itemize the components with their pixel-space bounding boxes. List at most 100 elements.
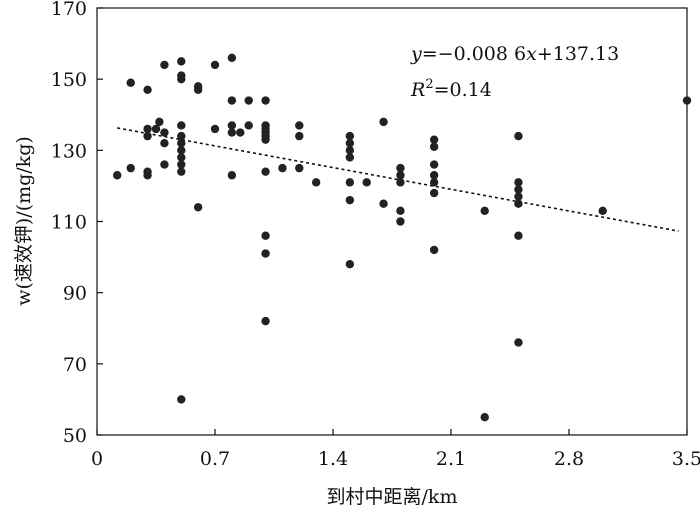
y-tick-label: 150 bbox=[51, 69, 87, 91]
data-point bbox=[362, 178, 371, 187]
data-point bbox=[429, 178, 439, 187]
data-point bbox=[177, 153, 186, 162]
data-point bbox=[429, 160, 439, 169]
data-point bbox=[379, 199, 388, 208]
x-tick-label: 0.7 bbox=[200, 448, 230, 470]
data-point bbox=[193, 203, 203, 212]
data-point bbox=[143, 124, 152, 134]
data-point bbox=[126, 78, 135, 87]
data-point bbox=[261, 167, 270, 176]
data-point bbox=[151, 124, 161, 134]
data-point bbox=[227, 171, 237, 180]
data-point bbox=[113, 171, 122, 180]
data-point bbox=[261, 135, 270, 144]
data-point bbox=[396, 163, 405, 173]
data-point bbox=[514, 231, 523, 240]
data-point bbox=[429, 245, 439, 255]
data-point bbox=[598, 206, 607, 216]
data-point bbox=[227, 128, 237, 137]
data-point bbox=[295, 121, 304, 130]
data-point bbox=[396, 178, 405, 187]
x-tick-label: 2.1 bbox=[436, 448, 466, 470]
data-point bbox=[261, 231, 270, 240]
r-squared: R2=0.14 bbox=[410, 77, 492, 101]
data-point bbox=[160, 60, 169, 70]
data-point bbox=[210, 60, 220, 70]
y-tick-label: 50 bbox=[63, 425, 87, 447]
data-point bbox=[429, 142, 439, 151]
data-point bbox=[126, 163, 135, 173]
data-point bbox=[177, 121, 186, 130]
data-point bbox=[177, 160, 186, 169]
plot-frame bbox=[96, 7, 688, 436]
data-point bbox=[429, 188, 439, 198]
data-point bbox=[160, 160, 169, 169]
data-point bbox=[244, 121, 253, 130]
x-tick-label: 2.8 bbox=[554, 448, 584, 470]
x-axis-title: 到村中距离/km bbox=[327, 486, 458, 508]
data-point bbox=[261, 316, 270, 326]
data-point bbox=[379, 117, 388, 127]
x-tick-label: 1.4 bbox=[318, 448, 348, 470]
data-point bbox=[345, 131, 355, 141]
data-point bbox=[429, 135, 439, 144]
y-tick-label: 110 bbox=[51, 212, 87, 234]
data-point bbox=[143, 171, 152, 180]
data-point bbox=[244, 96, 253, 105]
regression-equation: y=−0.008 6x+137.13 bbox=[410, 43, 619, 65]
y-axis-title: w(速效钾)/(mg/kg) bbox=[13, 136, 35, 306]
y-tick-label: 170 bbox=[51, 0, 87, 20]
data-point bbox=[514, 185, 523, 194]
data-point bbox=[345, 178, 355, 187]
data-point bbox=[682, 96, 692, 105]
data-point bbox=[236, 128, 245, 137]
data-point bbox=[143, 131, 152, 141]
data-point bbox=[480, 206, 489, 216]
data-point bbox=[177, 57, 186, 66]
data-point bbox=[345, 139, 355, 148]
data-point bbox=[514, 131, 523, 141]
data-point bbox=[210, 124, 220, 134]
data-point bbox=[143, 85, 152, 95]
data-point bbox=[295, 163, 304, 173]
data-point bbox=[227, 53, 237, 63]
data-point bbox=[514, 338, 523, 347]
data-points bbox=[113, 53, 692, 422]
data-point bbox=[261, 249, 270, 258]
trendline-group bbox=[117, 127, 679, 232]
data-point bbox=[514, 178, 523, 187]
data-point bbox=[177, 74, 186, 84]
data-point bbox=[177, 131, 186, 141]
data-point bbox=[429, 171, 439, 180]
data-point bbox=[311, 178, 321, 187]
data-point bbox=[480, 413, 489, 422]
data-point bbox=[345, 195, 355, 205]
data-point bbox=[177, 395, 186, 404]
data-point bbox=[155, 117, 164, 127]
data-point bbox=[261, 96, 270, 105]
data-point bbox=[295, 131, 304, 141]
data-point bbox=[160, 128, 169, 137]
y-tick-label: 90 bbox=[63, 283, 87, 305]
x-tick-label: 0 bbox=[91, 448, 103, 470]
data-point bbox=[177, 139, 186, 148]
data-point bbox=[227, 121, 237, 130]
data-point bbox=[345, 146, 355, 155]
axis-ticks: 0 0.7 1.4 2.1 2.8 3.5 50 70 90 110 130 150 170 bbox=[51, 0, 700, 470]
y-tick-label: 70 bbox=[63, 354, 87, 376]
data-point bbox=[345, 153, 355, 162]
data-point bbox=[514, 199, 523, 208]
trendline bbox=[117, 127, 679, 232]
x-tick-label: 3.5 bbox=[672, 448, 700, 470]
data-point bbox=[396, 206, 405, 216]
data-point bbox=[177, 167, 186, 176]
data-point bbox=[193, 85, 203, 95]
data-point bbox=[278, 163, 287, 173]
data-point bbox=[396, 171, 405, 180]
data-point bbox=[227, 96, 237, 105]
data-point bbox=[396, 217, 405, 226]
data-point bbox=[160, 139, 169, 148]
y-tick-label: 130 bbox=[51, 140, 87, 162]
